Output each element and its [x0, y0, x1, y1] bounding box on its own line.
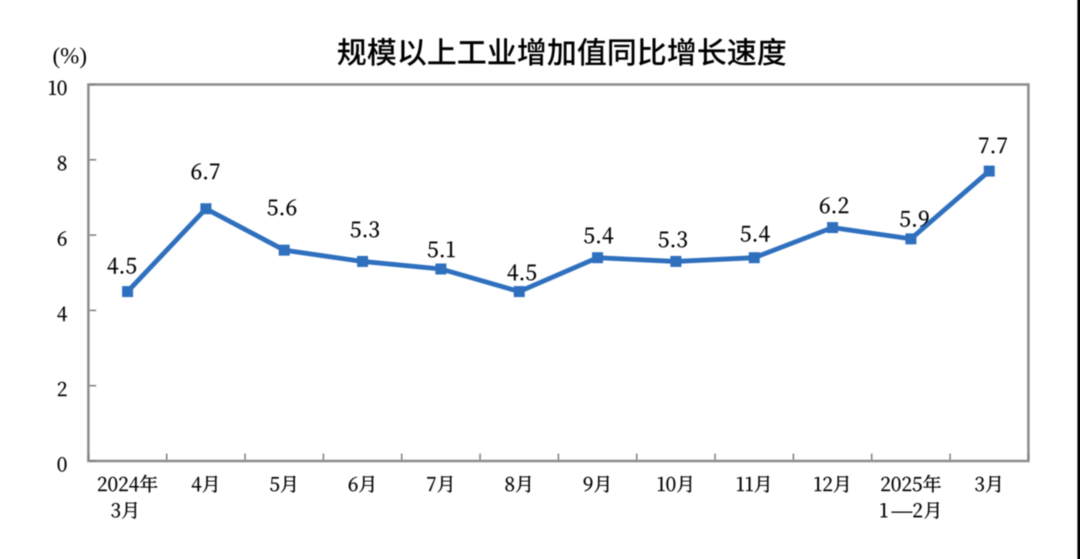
svg-text:(%): (%) [53, 44, 87, 69]
